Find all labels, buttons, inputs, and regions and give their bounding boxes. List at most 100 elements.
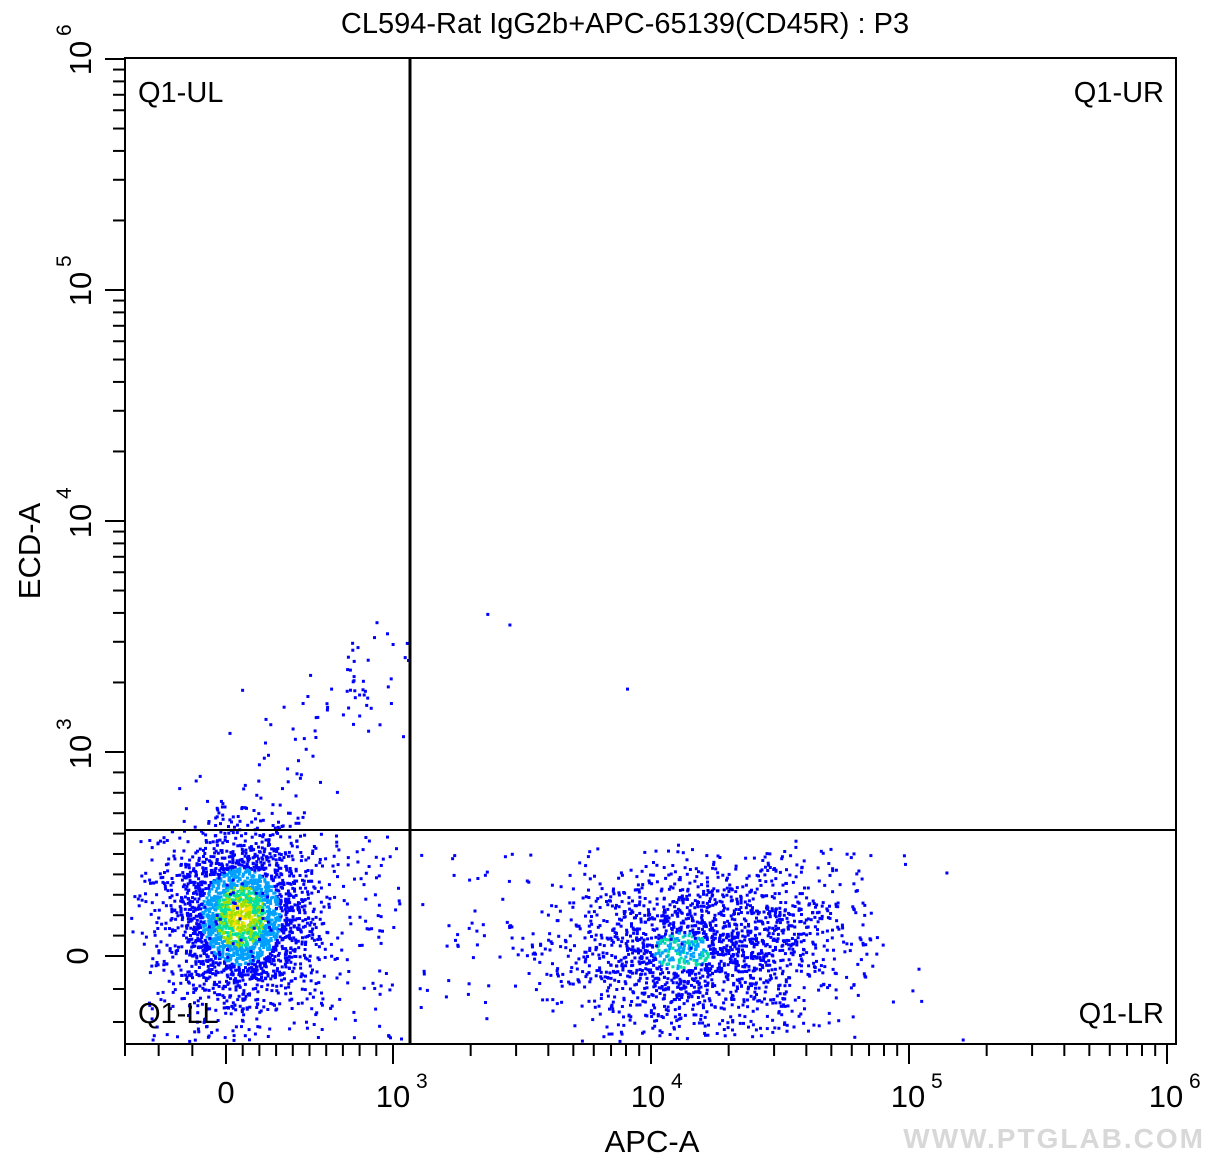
event-dot (213, 929, 216, 932)
event-dot (706, 906, 709, 909)
event-dot (311, 969, 314, 972)
event-dot (270, 929, 273, 932)
event-dot (182, 934, 185, 937)
event-dot (318, 861, 321, 864)
event-dot (560, 885, 563, 888)
event-dot (273, 1004, 276, 1007)
event-dot (663, 866, 666, 869)
event-dot (191, 896, 194, 899)
event-dot (234, 969, 237, 972)
event-dot (278, 882, 281, 885)
event-dot (701, 919, 704, 922)
event-dot (739, 906, 742, 909)
event-dot (541, 998, 544, 1001)
event-dot (202, 894, 205, 897)
event-dot (710, 891, 713, 894)
event-dot (175, 911, 178, 914)
event-dot (727, 933, 730, 936)
event-dot (300, 859, 303, 862)
event-dot (758, 987, 761, 990)
event-dot (226, 840, 229, 843)
event-dot (628, 908, 631, 911)
event-dot (242, 958, 245, 961)
event-dot (671, 900, 674, 903)
event-dot (745, 884, 748, 887)
event-dot (239, 820, 242, 823)
event-dot (712, 863, 715, 866)
event-dot (189, 919, 192, 922)
event-dot (791, 943, 794, 946)
event-dot (680, 943, 683, 946)
event-dot (569, 982, 572, 985)
event-dot (701, 995, 704, 998)
event-dot (514, 985, 517, 988)
event-dot (322, 922, 325, 925)
event-dot (244, 1034, 247, 1037)
event-dot (269, 852, 272, 855)
event-dot (319, 918, 322, 921)
event-dot (798, 902, 801, 905)
event-dot (304, 988, 307, 991)
event-dot (678, 878, 681, 881)
event-dot (208, 989, 211, 992)
event-dot (487, 984, 490, 987)
event-dot (766, 1027, 769, 1030)
event-dot (774, 914, 777, 917)
event-dot (754, 987, 757, 990)
event-dot (629, 935, 632, 938)
event-dot (294, 738, 297, 741)
event-dot (782, 1003, 785, 1006)
event-dot (571, 906, 574, 909)
event-dot (203, 983, 206, 986)
event-dot (565, 940, 568, 943)
event-dot (629, 1015, 632, 1018)
event-dot (299, 887, 302, 890)
event-dot (305, 1021, 308, 1024)
event-dot (230, 923, 233, 926)
event-dot (783, 914, 786, 917)
event-dot (672, 1026, 675, 1029)
event-dot (615, 904, 618, 907)
event-dot (219, 962, 222, 965)
event-dot (637, 883, 640, 886)
event-dot (673, 940, 676, 943)
event-dot (256, 998, 259, 1001)
event-dot (602, 956, 605, 959)
event-dot (699, 991, 702, 994)
event-dot (586, 955, 589, 958)
event-dot (378, 929, 381, 932)
event-dot (570, 966, 573, 969)
event-dot (590, 935, 593, 938)
event-dot (738, 970, 741, 973)
event-dot (683, 969, 686, 972)
event-dot (230, 821, 233, 824)
event-dot (801, 892, 804, 895)
event-dot (163, 841, 166, 844)
event-dot (677, 844, 680, 847)
event-dot (328, 906, 331, 909)
event-dot (256, 903, 259, 906)
event-dot (258, 898, 261, 901)
event-dot (260, 985, 263, 988)
event-dot (704, 1025, 707, 1028)
event-dot (196, 937, 199, 940)
event-dot (349, 669, 352, 672)
event-dot (726, 887, 729, 890)
event-dot (301, 891, 304, 894)
event-dot (285, 919, 288, 922)
event-dot (222, 932, 225, 935)
event-dot (652, 964, 655, 967)
event-dot (238, 980, 241, 983)
event-dot (631, 964, 634, 967)
event-dot (315, 916, 318, 919)
event-dot (646, 986, 649, 989)
event-dot (781, 949, 784, 952)
event-dot (192, 945, 195, 948)
event-dot (671, 932, 674, 935)
event-dot (782, 884, 785, 887)
event-dot (277, 826, 280, 829)
event-dot (174, 918, 177, 921)
event-dot (203, 852, 206, 855)
event-dot (295, 868, 298, 871)
event-dot (659, 992, 662, 995)
